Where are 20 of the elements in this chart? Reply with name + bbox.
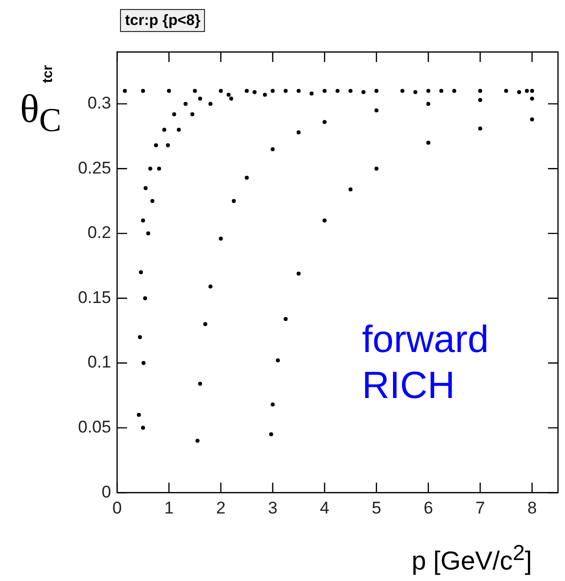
x-tick-label: 3 — [268, 498, 278, 518]
y-tick-label: 0.25 — [78, 158, 112, 178]
y-tick-label: 0.15 — [78, 288, 112, 307]
x-tick-label: 4 — [320, 498, 330, 518]
chart-title: tcr:p {p<8} — [120, 9, 206, 32]
y-tick-label: 0.05 — [78, 417, 112, 436]
annotation: forward RICH — [362, 318, 490, 409]
x-tick-label: 7 — [475, 498, 485, 518]
y-tick-label: 0.2 — [87, 223, 112, 242]
x-tick-label: 6 — [424, 498, 434, 518]
x-tick-label: 5 — [372, 498, 382, 518]
x-axis-title: p [GeV/c$^{2}$] — [412, 540, 532, 577]
y-axis-title: tcr — [38, 65, 55, 83]
x-tick-label: 8 — [527, 498, 537, 518]
y-tick-label: 0 — [102, 482, 112, 502]
y-tick-label: 0.1 — [87, 352, 112, 372]
x-tick-label: 1 — [164, 498, 174, 518]
y-tick-label: 0.3 — [87, 94, 112, 113]
x-tick-label: 2 — [216, 498, 226, 518]
text: θ$_{C}$ — [20, 85, 62, 140]
